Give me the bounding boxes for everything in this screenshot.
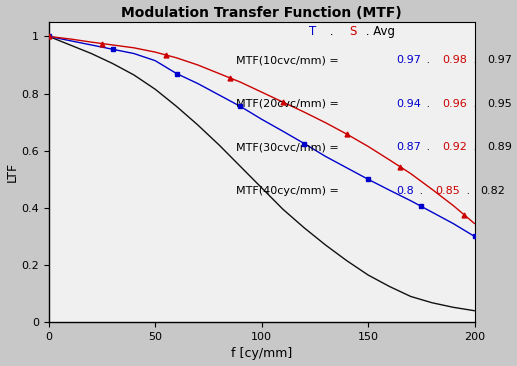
Text: MTF(40cyc/mm) =: MTF(40cyc/mm) = [236,186,342,196]
Text: 0.87: 0.87 [396,142,421,152]
Text: 0.98: 0.98 [443,55,467,65]
Text: MTF(10cvc/mm) =: MTF(10cvc/mm) = [236,55,342,65]
Text: 0.8: 0.8 [396,186,414,196]
Text: 0.95: 0.95 [488,98,512,109]
Text: .: . [423,98,431,109]
Text: .: . [470,98,477,109]
Text: 0.97: 0.97 [488,55,512,65]
Text: 0.92: 0.92 [443,142,467,152]
Text: .: . [470,55,477,65]
Text: MTF(20cvc/mm) =: MTF(20cvc/mm) = [236,98,342,109]
Text: 0.85: 0.85 [435,186,460,196]
Text: .: . [423,55,431,65]
Text: .: . [326,25,333,38]
Text: .: . [470,142,477,152]
Text: 0.89: 0.89 [488,142,512,152]
Text: . Avg: . Avg [362,25,394,38]
X-axis label: f [cy/mm]: f [cy/mm] [231,347,292,361]
Text: 0.96: 0.96 [443,98,467,109]
Text: .: . [463,186,470,196]
Text: S: S [349,25,356,38]
Text: 0.94: 0.94 [396,98,421,109]
Text: 0.97: 0.97 [396,55,421,65]
Text: .: . [416,186,423,196]
Text: MTF(30cvc/mm) =: MTF(30cvc/mm) = [236,142,342,152]
Title: Modulation Transfer Function (MTF): Modulation Transfer Function (MTF) [121,5,402,19]
Text: T: T [309,25,316,38]
Text: 0.82: 0.82 [480,186,505,196]
Y-axis label: LTF: LTF [6,162,19,182]
Text: .: . [423,142,431,152]
